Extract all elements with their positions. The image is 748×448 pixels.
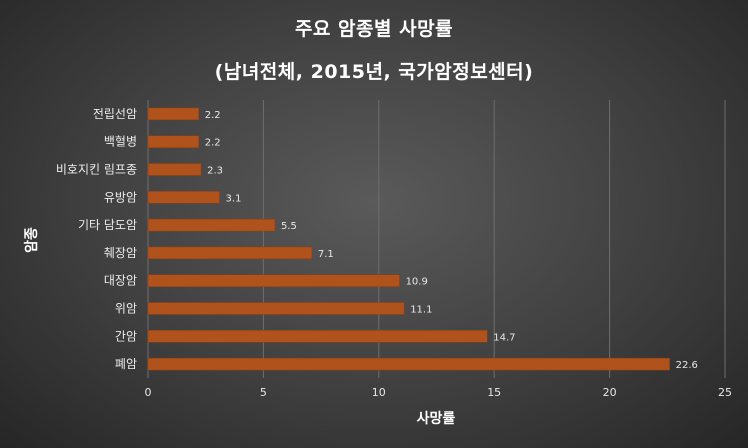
bar-value-label: 3.1 — [226, 193, 242, 204]
bar — [147, 218, 276, 232]
bar-value-label: 2.2 — [205, 138, 221, 149]
category-label: 위암 — [115, 302, 137, 316]
x-tick-label: 20 — [603, 386, 617, 399]
bar — [147, 274, 400, 287]
bar-value-label: 2.2 — [205, 110, 221, 121]
x-tick-label: 10 — [372, 386, 386, 399]
x-tick-label: 15 — [487, 386, 501, 399]
category-label: 폐암 — [115, 357, 137, 371]
category-label: 간암 — [115, 329, 137, 343]
category-label: 백혈병 — [104, 135, 137, 149]
category-label: 유방암 — [104, 190, 137, 204]
bar-value-label: 11.1 — [410, 305, 432, 316]
bar-value-label: 22.6 — [676, 360, 698, 371]
category-label: 전립선암 — [93, 107, 137, 121]
bar — [147, 302, 405, 315]
bar-value-label: 2.3 — [207, 166, 223, 177]
bar-value-label: 10.9 — [406, 277, 428, 288]
x-tick-label: 25 — [718, 386, 732, 399]
x-tick-label: 5 — [260, 386, 267, 399]
category-label: 대장암 — [104, 274, 137, 288]
y-axis-title: 암종 — [23, 227, 40, 253]
category-label: 췌장암 — [104, 246, 137, 260]
bar-value-label: 7.1 — [318, 249, 334, 260]
chart-subtitle: (남녀전체, 2015년, 국가암정보센터) — [214, 61, 534, 83]
bar — [147, 330, 488, 343]
category-label: 비호지킨 림프종 — [56, 163, 137, 177]
x-tick-label: 0 — [145, 386, 152, 399]
category-label: 기타 담도암 — [78, 218, 137, 232]
bar — [147, 191, 220, 204]
bar — [147, 246, 313, 260]
x-axis-title: 사망률 — [417, 410, 456, 427]
bar — [147, 357, 670, 371]
bar-value-label: 14.7 — [493, 332, 515, 343]
bar-value-label: 5.5 — [281, 221, 297, 232]
bar — [147, 107, 200, 121]
bar — [147, 163, 202, 176]
chart-title: 주요 암종별 사망률 — [294, 18, 454, 40]
bar — [147, 135, 200, 148]
